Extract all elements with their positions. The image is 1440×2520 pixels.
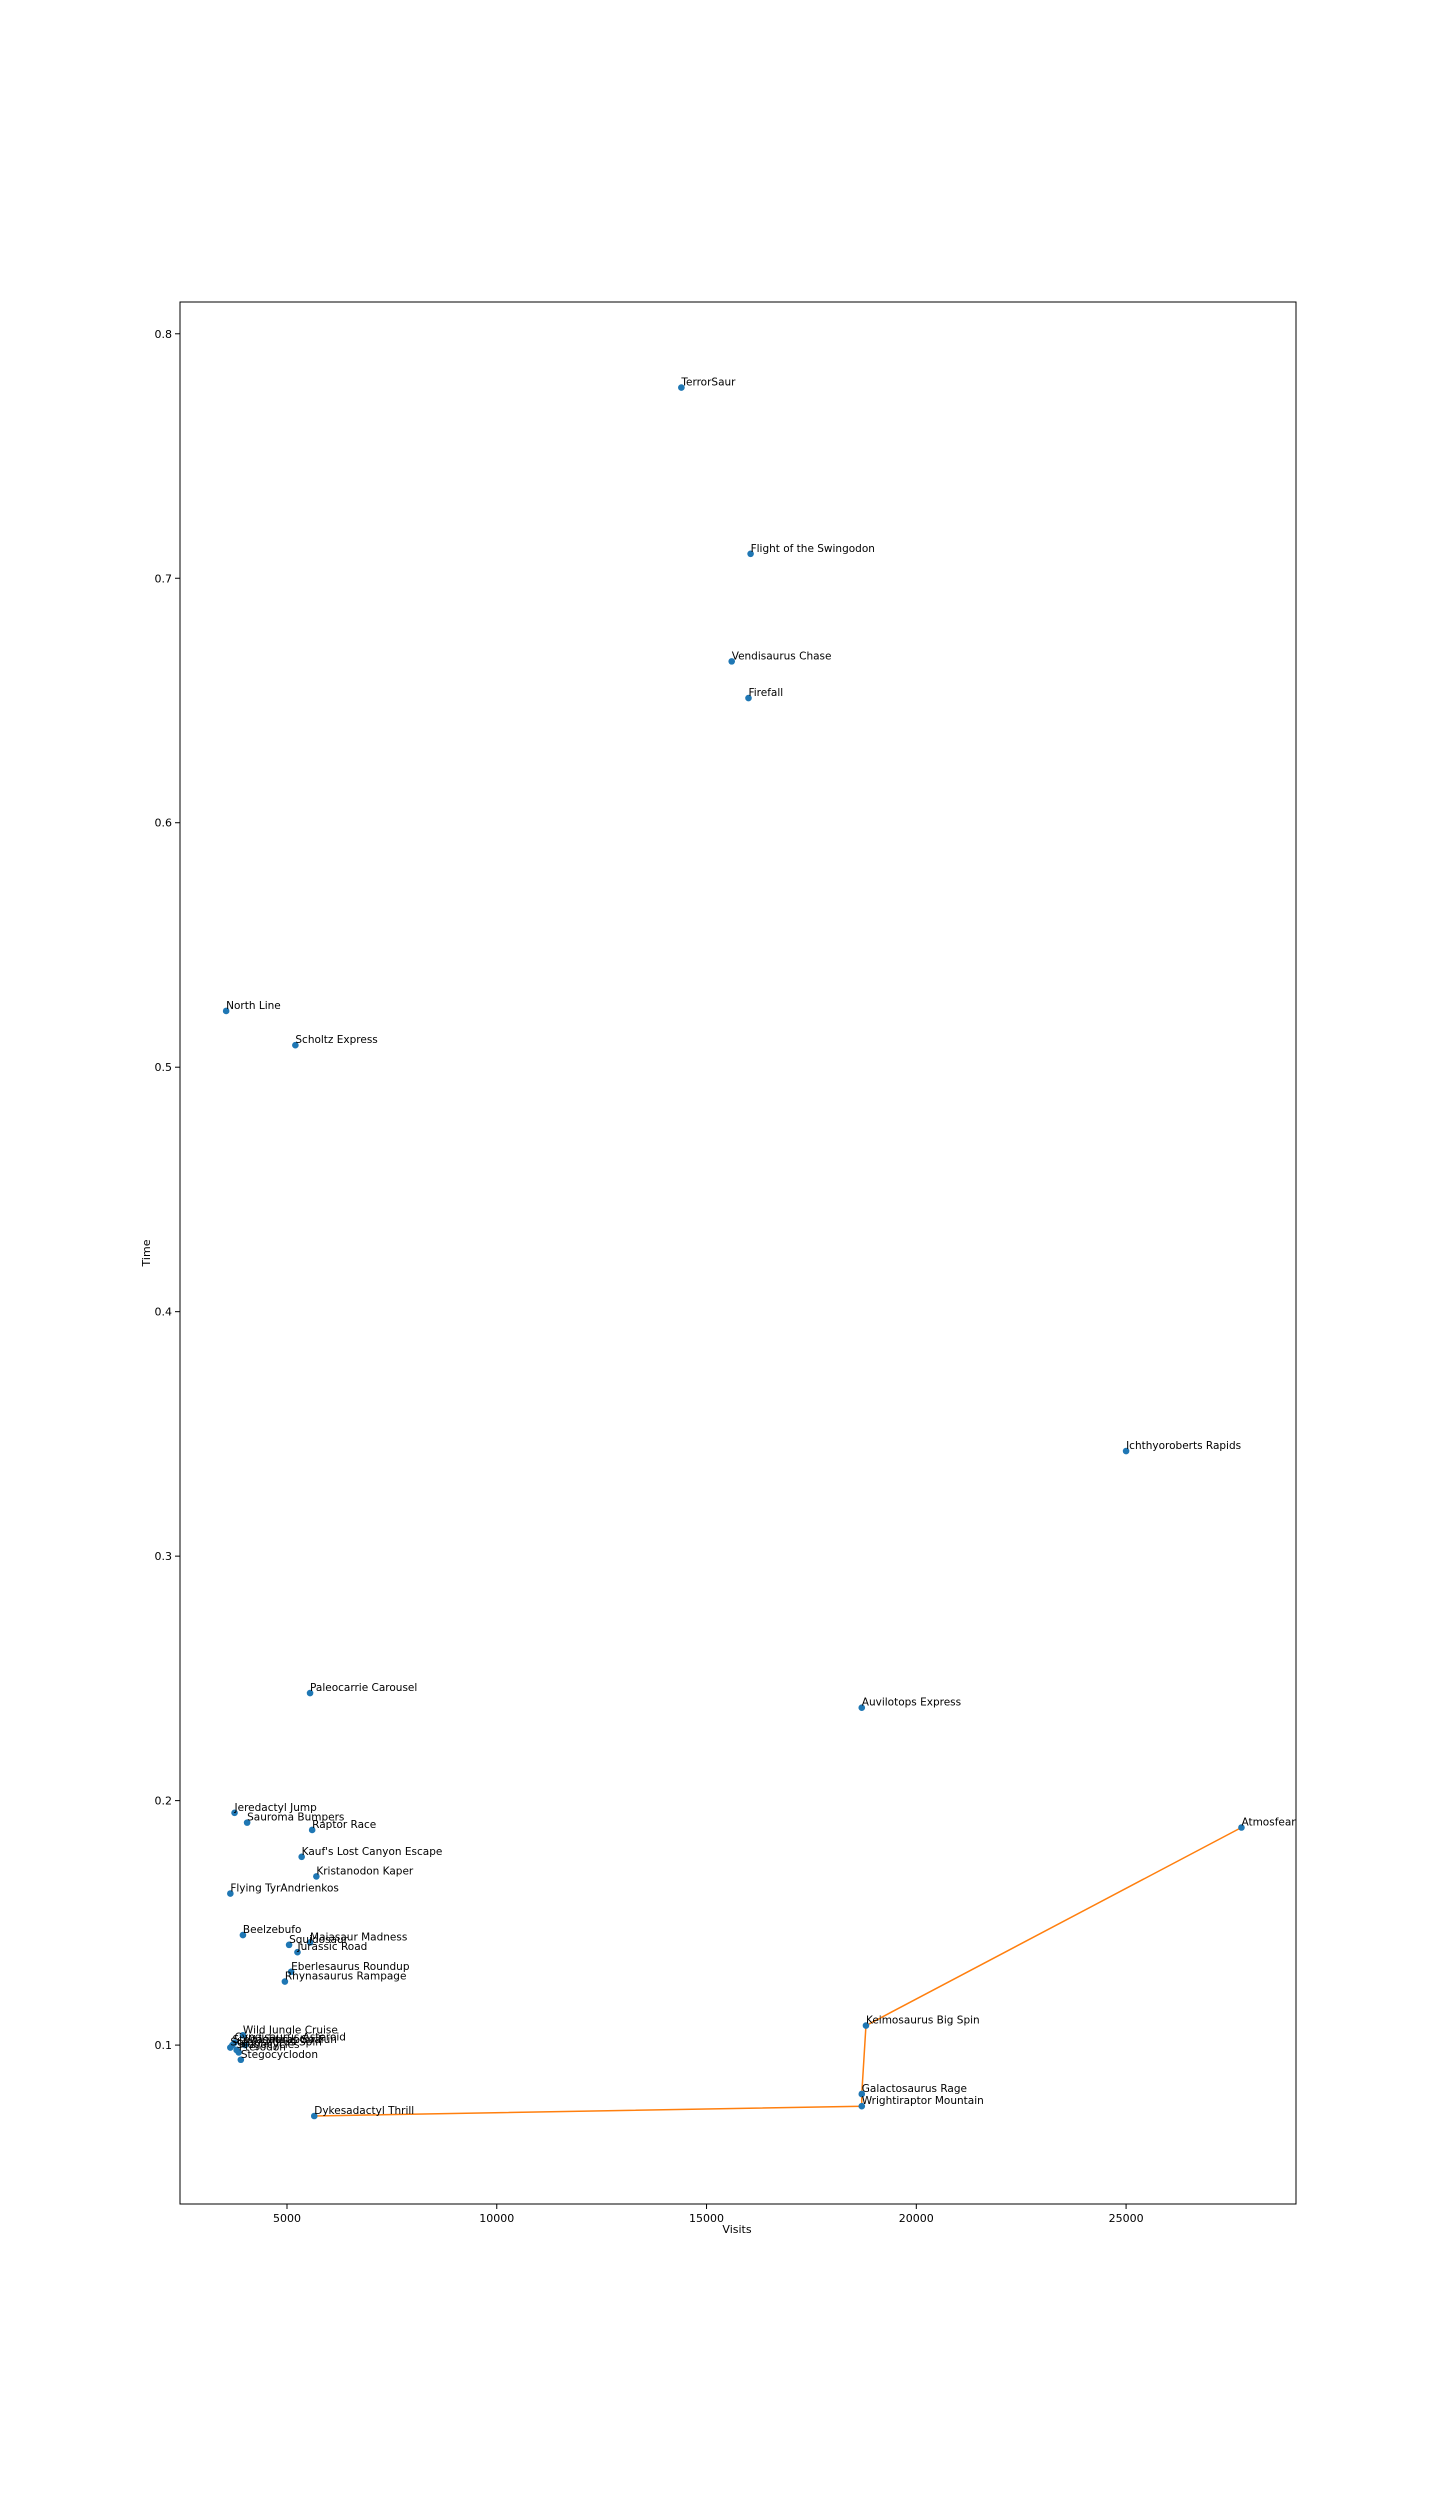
data-point — [747, 550, 754, 558]
y-tick-label: 0.1 — [155, 2039, 173, 2052]
data-point — [229, 2041, 236, 2049]
point-label: Galactosaurus Rage — [862, 2083, 967, 2095]
point-label: Wrightiraptor Mountain — [862, 2095, 984, 2107]
data-point — [1122, 1447, 1130, 1455]
data-point — [1238, 1824, 1245, 1831]
data-point — [237, 2056, 245, 2064]
data-point — [858, 2102, 866, 2110]
point-label: Squidosaur — [289, 1934, 349, 1946]
data-point — [239, 2032, 247, 2039]
x-tick-label: 25000 — [1109, 2212, 1144, 2225]
point-label: Wrightiraptor Fun — [245, 2034, 337, 2046]
x-tick-label: 10000 — [479, 2212, 514, 2225]
point-label: Maiasaur Madness — [310, 1931, 407, 1943]
point-label: Sauroma Bumpers — [247, 1812, 344, 1824]
plot-frame — [179, 301, 1297, 2205]
x-tick-label: 5000 — [273, 2212, 301, 2225]
point-label: Scholtz Express — [295, 1034, 377, 1046]
data-point — [745, 694, 752, 702]
point-label: Stegasaurus Soar — [232, 2034, 325, 2046]
y-axis-ticks: 0.1 0.2 0.3 0.4 0.5 0.6 0.7 0.8 — [155, 328, 180, 2052]
point-label: Flight of the Swingodon — [751, 543, 875, 555]
data-point — [243, 1819, 251, 1826]
data-point — [227, 1890, 234, 1897]
y-tick-label: 0.6 — [155, 817, 173, 830]
path-line — [314, 1826, 1242, 2117]
point-label: Paleocarrie Carousel — [310, 1682, 417, 1694]
data-points — [222, 384, 1245, 2120]
data-point — [292, 1041, 299, 1049]
point-label: Firefall — [748, 687, 783, 699]
point-label: Keimosaurus Big Spin — [866, 2015, 980, 2027]
point-label: Kauf's Lost Canyon Escape — [302, 1846, 443, 1858]
data-point — [306, 1689, 314, 1697]
point-label: Rhynasaurus Rampage — [285, 1971, 407, 1983]
data-point — [285, 1941, 293, 1949]
data-point — [678, 384, 685, 391]
point-label: TerrorSaur — [680, 377, 736, 389]
point-label: Stegocycles — [237, 2039, 300, 2051]
point-label: Beelzebufo — [243, 1924, 301, 1936]
data-point — [306, 1939, 314, 1946]
data-point — [241, 2041, 249, 2049]
data-point — [310, 2112, 318, 2120]
data-point — [313, 1873, 320, 1880]
data-point — [231, 1809, 238, 1817]
connecting-path — [314, 1826, 1242, 2117]
point-label: Auvilotops Express — [862, 1697, 961, 1709]
y-tick-label: 0.4 — [155, 1306, 173, 1319]
x-tick-label: 20000 — [899, 2212, 934, 2225]
point-label: Cyndisaurus Asteroid — [235, 2032, 346, 2044]
point-label: Raptor Race — [312, 1819, 376, 1831]
point-label: Kristanodon Kaper — [316, 1865, 414, 1877]
data-point — [298, 1853, 305, 1861]
y-axis-label: Time — [140, 1239, 153, 1267]
data-point — [281, 1978, 289, 1985]
data-point — [862, 2022, 870, 2029]
data-point — [294, 1948, 301, 1956]
data-point — [235, 2049, 243, 2056]
point-label: Eberlesaurus Roundup — [291, 1961, 410, 1973]
data-point — [728, 658, 736, 665]
data-point — [858, 2090, 866, 2098]
x-tick-label: 15000 — [689, 2212, 724, 2225]
data-point — [858, 1704, 866, 1712]
y-tick-label: 0.2 — [155, 1795, 173, 1808]
point-label: Jurassic Road — [296, 1941, 367, 1953]
point-label: Flying TyrAndrienkos — [230, 1883, 339, 1895]
y-tick-label: 0.5 — [155, 1061, 173, 1074]
point-label: Dykesadactyl Thrill — [314, 2105, 414, 2117]
data-point — [287, 1968, 295, 1976]
point-label: Pterodon — [239, 2041, 286, 2053]
data-point — [222, 1007, 230, 1015]
point-label: Jeredactyl Jump — [234, 1802, 318, 1814]
point-label: Stegosaurus Spin — [230, 2037, 322, 2049]
point-label: Vendisaurus Chase — [732, 650, 832, 662]
point-label: Wild Jungle Cruise — [243, 2024, 338, 2036]
point-label: Ichthyoroberts Rapids — [1126, 1440, 1241, 1452]
point-label: North Line — [226, 1000, 281, 1012]
x-axis-ticks: 5000 10000 15000 20000 25000 — [273, 2204, 1144, 2225]
y-tick-label: 0.7 — [155, 572, 173, 585]
x-axis-label: Visits — [722, 2223, 751, 2236]
y-tick-label: 0.3 — [155, 1550, 173, 1563]
y-tick-label: 0.8 — [155, 328, 173, 341]
point-label: Stegocyclodon — [241, 2049, 318, 2061]
data-point — [308, 1826, 316, 1834]
point-labels: TerrorSaur Flight of the Swingodon Vendisa… — [226, 377, 1296, 2117]
point-label: Atmosfear — [1241, 1817, 1296, 1829]
data-point — [239, 1931, 247, 1939]
